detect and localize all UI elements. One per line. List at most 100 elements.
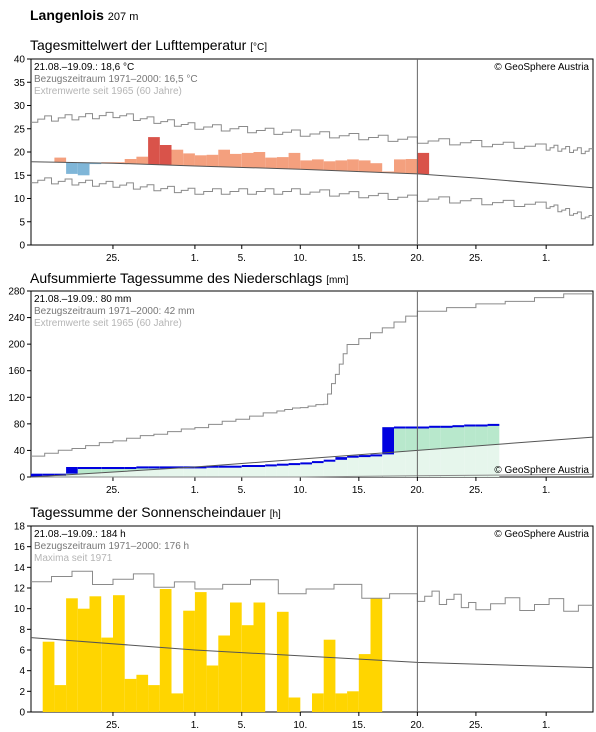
y-tick-label: 20 [14,148,26,159]
temperature-bar [371,163,383,172]
y-tick-label: 30 [14,101,26,112]
chart-title-text: Aufsummierte Tagessumme des Niederschlag… [30,270,322,286]
y-tick-label: 10 [14,604,26,615]
precip-base [300,462,312,477]
precip-base [417,450,429,477]
sunshine-bar [172,693,184,712]
temperature-bar [265,158,277,169]
precip-band [429,426,441,449]
temperature-chart: 403530252015105025.1.5.10.15.20.25.1.21.… [0,55,596,265]
x-tick-label: 5. [238,485,246,496]
precip-band [417,427,429,451]
y-tick-label: 6 [19,646,25,657]
sunshine-bar [183,611,195,712]
copyright-label: © GeoSphere Austria [494,62,589,73]
precip-bar [125,467,137,469]
precip-bar [242,465,254,467]
x-tick-label: 25. [106,253,120,264]
precip-bar [66,467,78,474]
precip-bar [335,457,347,460]
precip-base [289,463,301,477]
y-tick-label: 0 [19,241,25,252]
precip-base [312,461,324,477]
y-tick-label: 0 [19,473,25,484]
station-elevation: 207 m [108,11,139,23]
y-tick-label: 8 [19,625,25,636]
precip-bar [406,427,418,429]
precip-bar [78,467,90,469]
precip-bar [371,454,383,456]
sunshine-bar [195,592,207,712]
precip-base [172,468,184,477]
y-tick-label: 40 [14,446,26,457]
copyright-label: © GeoSphere Austria [494,529,589,540]
precip-bar [289,463,301,465]
temperature-bar [254,152,266,168]
y-tick-label: 16 [14,542,26,553]
sunshine-bar [43,642,55,712]
x-tick-label: 1. [191,253,199,264]
chart-title-text: Tagesmittelwert der Lufttemperatur [30,37,246,53]
sunshine-bar [148,685,160,712]
copyright-label: © GeoSphere Austria [494,465,589,476]
info-extreme: Extremwerte seit 1965 (60 Jahre) [34,318,182,329]
y-tick-label: 160 [8,366,25,377]
precip-base [148,470,160,478]
temperature-chart-title: Tagesmittelwert der Lufttemperatur [°C] [30,37,267,53]
x-tick-label: 20. [410,253,424,264]
precip-band [394,427,406,452]
x-tick-label: 20. [410,485,424,496]
sunshine-bar [160,589,172,712]
precip-base [324,460,336,477]
y-tick-label: 2 [19,687,25,698]
x-tick-label: 25. [469,720,483,731]
sunshine-bar [207,666,219,713]
precip-bar [254,465,266,467]
precip-band [488,424,500,445]
temperature-bar [230,154,242,167]
chart-unit: [mm] [326,275,348,286]
temperature-bar [335,160,347,171]
y-tick-label: 120 [8,393,25,404]
chart-unit: [°C] [250,42,267,53]
precip-bar [453,425,465,427]
x-tick-label: 25. [469,253,483,264]
x-tick-label: 1. [542,485,550,496]
precip-bar [218,466,230,468]
temperature-bar [66,163,78,174]
y-tick-label: 25 [14,124,26,135]
info-reference: Bezugszeitraum 1971–2000: 42 mm [34,306,195,317]
temperature-bar [394,159,406,173]
precip-base [464,446,476,477]
y-tick-label: 15 [14,171,26,182]
x-tick-label: 1. [191,485,199,496]
temperature-bar [324,161,336,170]
precip-band [441,426,453,448]
precip-bar [265,464,277,466]
precip-bar [113,467,125,469]
precip-bar [417,427,429,429]
precip-band [453,425,465,447]
precip-bar [429,426,441,428]
sunshine-bar [90,596,102,712]
precip-bar [347,456,359,458]
temperature-bar [300,160,312,169]
sunshine-bar [54,685,66,712]
precip-base [371,454,383,477]
y-tick-label: 200 [8,340,25,351]
sunshine-bar [335,693,347,712]
y-tick-label: 10 [14,194,26,205]
precip-base [394,452,406,477]
precip-base [359,455,371,477]
sunshine-bar [101,638,113,712]
x-tick-label: 20. [410,720,424,731]
sunshine-bar [242,625,254,712]
info-extreme: Extremwerte seit 1965 (60 Jahre) [34,86,182,97]
info-reference: Bezugszeitraum 1971–2000: 176 h [34,541,189,552]
temperature-bar [148,137,160,164]
x-tick-label: 1. [542,720,550,731]
sunshine-bar [347,691,359,712]
precip-band [476,425,488,446]
info-current: 21.08.–19.09.: 80 mm [34,294,131,305]
precip-base [113,472,125,477]
